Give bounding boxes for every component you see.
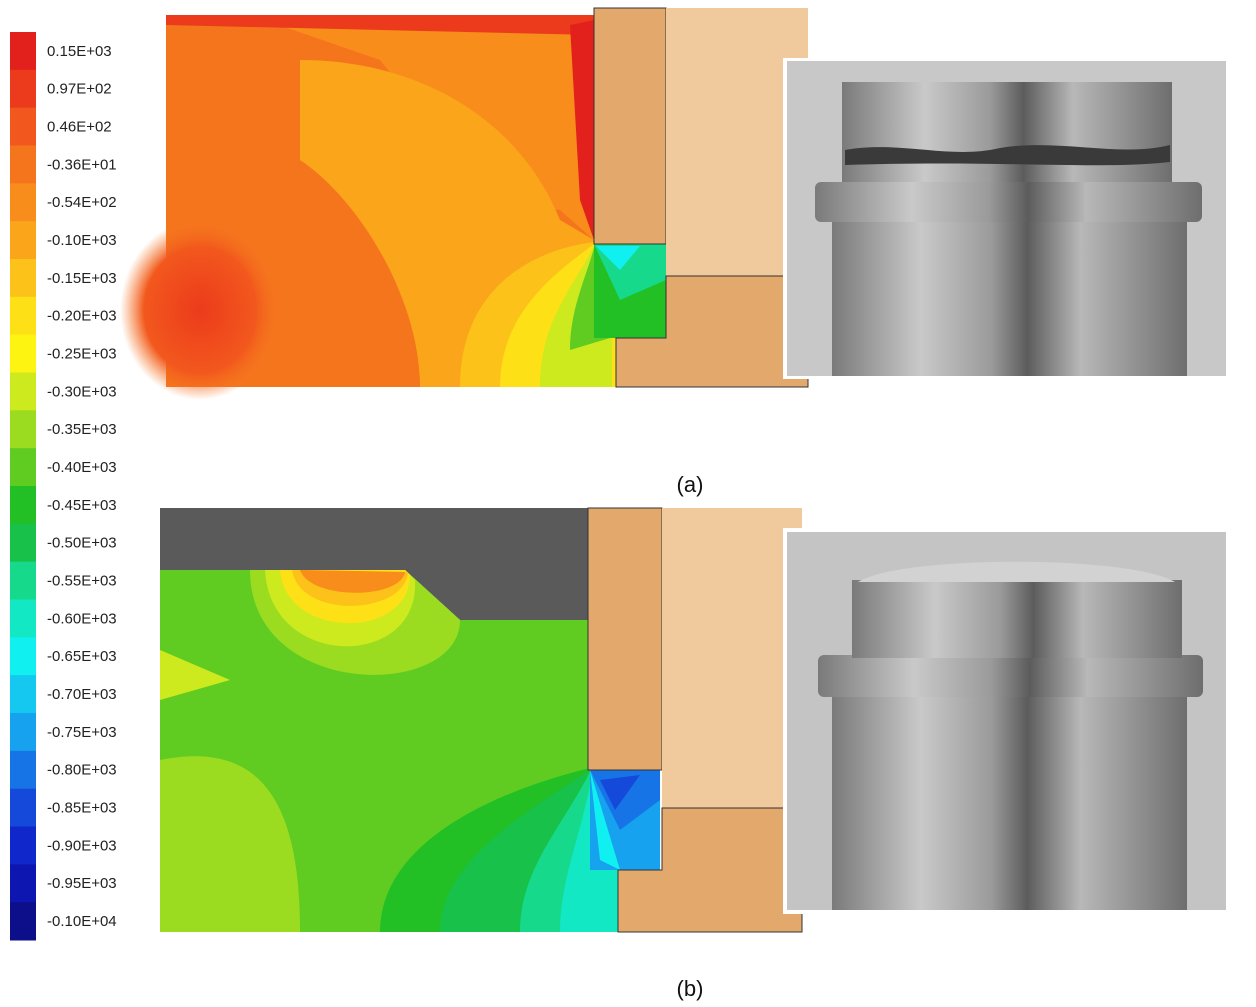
legend-swatch: [10, 410, 36, 448]
legend-swatch: [10, 335, 36, 373]
legend-label: -0.60E+03: [47, 610, 117, 627]
legend-label: 0.46E+02: [47, 119, 112, 136]
caption: (a): [677, 472, 704, 497]
legend-swatch: [10, 486, 36, 524]
legend-label: -0.36E+01: [47, 156, 117, 173]
legend-label: -0.54E+02: [47, 194, 117, 211]
photo-b: [783, 528, 1228, 914]
legend-swatch: [10, 32, 36, 70]
legend-label: -0.95E+03: [47, 875, 117, 892]
legend-label: -0.65E+03: [47, 648, 117, 665]
legend-label: 0.97E+02: [47, 81, 112, 98]
legend-swatch: [10, 373, 36, 411]
figure: 0.15E+03 0.97E+02 0.46E+02 -0.36E+01 -0.54E+…: [0, 0, 1256, 1002]
legend-label: -0.55E+03: [47, 573, 117, 590]
legend-swatch: [10, 297, 36, 335]
legend-label: 0.15E+03: [47, 43, 112, 60]
legend-label: -0.45E+03: [47, 497, 117, 514]
legend-label: -0.20E+03: [47, 308, 117, 325]
legend-label: -0.25E+03: [47, 346, 117, 363]
legend-label: -0.80E+03: [47, 762, 117, 779]
legend-label: -0.30E+03: [47, 383, 117, 400]
caption: (b): [677, 976, 704, 1001]
legend-swatch: [10, 146, 36, 184]
legend-label: -0.50E+03: [47, 535, 117, 552]
legend-label: -0.40E+03: [47, 459, 117, 476]
legend-label: -0.70E+03: [47, 686, 117, 703]
legend-label: -0.85E+03: [47, 800, 117, 817]
legend-swatch: [10, 562, 36, 600]
legend-swatch: [10, 713, 36, 751]
legend-swatch: [10, 70, 36, 108]
legend-swatch: [10, 259, 36, 297]
legend-label: -0.10E+03: [47, 232, 117, 249]
legend-swatch: [10, 108, 36, 146]
contour-a: [120, 8, 808, 400]
legend-label: -0.90E+03: [47, 837, 117, 854]
legend-swatch: [10, 827, 36, 865]
legend-label: -0.15E+03: [47, 270, 117, 287]
legend-swatch: [10, 221, 36, 259]
legend-swatch: [10, 524, 36, 562]
photo-a: [783, 58, 1228, 379]
legend-swatch: [10, 637, 36, 675]
legend-swatch: [10, 789, 36, 827]
legend-swatch: [10, 864, 36, 902]
legend-swatch: [10, 600, 36, 638]
page: {"legend": {"items": [ {"label": "0.15E+…: [0, 0, 1256, 1002]
legend-swatch: [10, 751, 36, 789]
legend: 0.15E+03 0.97E+02 0.46E+02 -0.36E+01 -0.54E+…: [10, 32, 117, 941]
legend-swatch: [10, 902, 36, 940]
legend-swatch: [10, 183, 36, 221]
contour-b: [160, 508, 802, 932]
legend-label: -0.35E+03: [47, 421, 117, 438]
legend-label: -0.75E+03: [47, 724, 117, 741]
legend-swatch: [10, 675, 36, 713]
legend-swatch: [10, 448, 36, 486]
legend-label: -0.10E+04: [47, 913, 117, 930]
